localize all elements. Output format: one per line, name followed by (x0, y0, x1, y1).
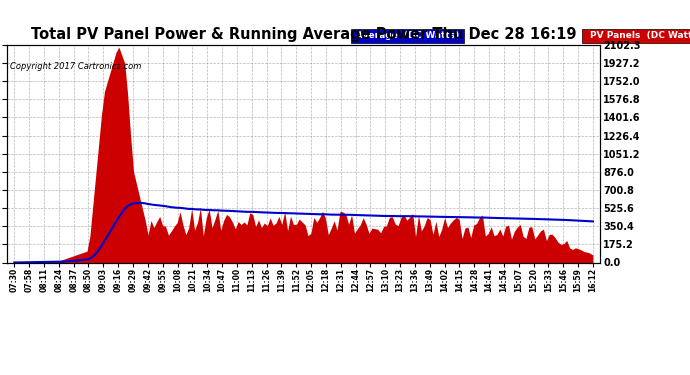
FancyBboxPatch shape (351, 29, 464, 43)
FancyBboxPatch shape (582, 29, 690, 43)
Text: Copyright 2017 Cartronics.com: Copyright 2017 Cartronics.com (10, 62, 141, 71)
Text: Average  (DC Watts): Average (DC Watts) (356, 31, 459, 40)
Text: PV Panels  (DC Watts): PV Panels (DC Watts) (591, 31, 690, 40)
Title: Total PV Panel Power & Running Average Power Thu Dec 28 16:19: Total PV Panel Power & Running Average P… (31, 27, 576, 42)
